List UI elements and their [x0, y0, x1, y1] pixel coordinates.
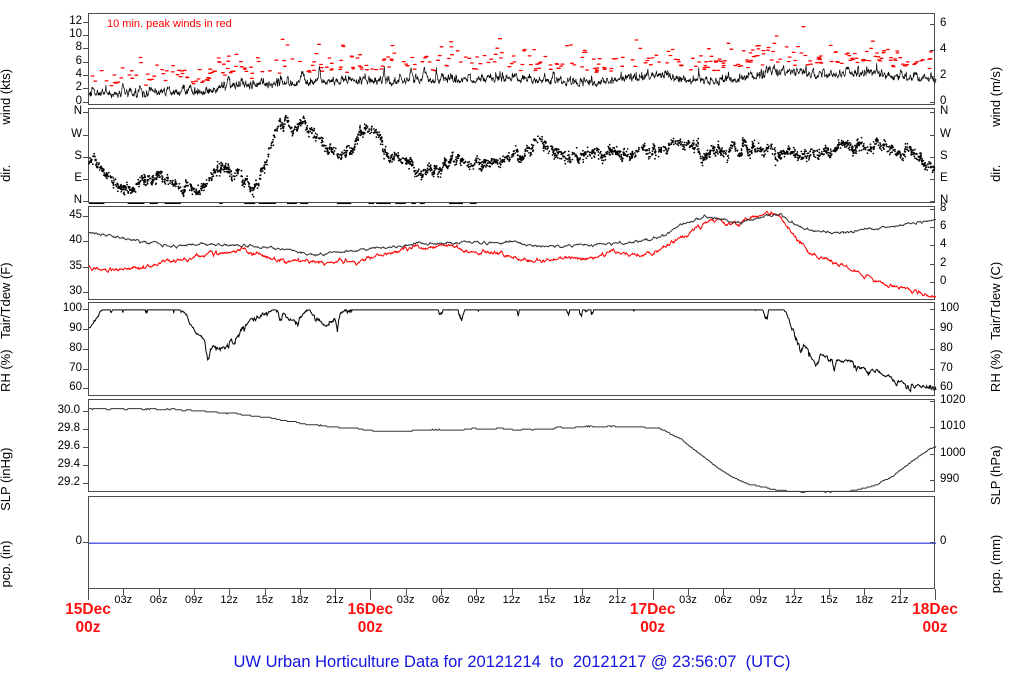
svg-text:dir.: dir.: [988, 165, 1003, 182]
svg-text:SLP (inHg): SLP (inHg): [0, 448, 13, 511]
svg-text:pcp. (in): pcp. (in): [0, 541, 13, 588]
svg-text:Tair/Tdew (F): Tair/Tdew (F): [0, 262, 13, 339]
svg-text:RH (%): RH (%): [0, 349, 13, 392]
svg-text:SLP (hPa): SLP (hPa): [988, 445, 1003, 505]
svg-text:wind (kts): wind (kts): [0, 69, 13, 126]
svg-text:pcp. (mm): pcp. (mm): [988, 535, 1003, 594]
svg-text:wind (m/s): wind (m/s): [988, 67, 1003, 128]
svg-text:RH (%): RH (%): [988, 349, 1003, 392]
svg-text:Tair/Tdew (C): Tair/Tdew (C): [988, 262, 1003, 340]
svg-text:dir.: dir.: [0, 165, 13, 182]
